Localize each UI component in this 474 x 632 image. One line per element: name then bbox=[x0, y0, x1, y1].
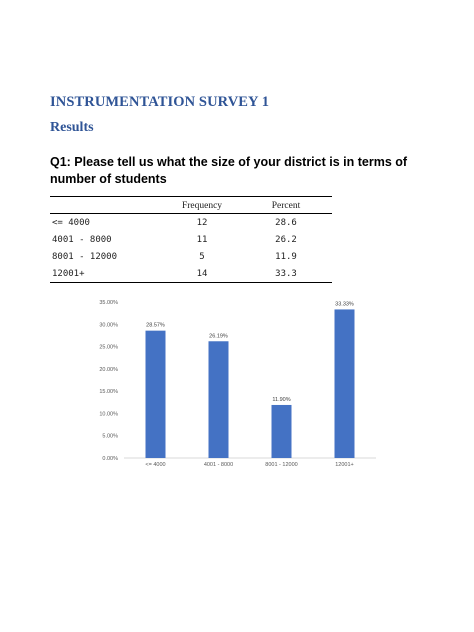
bar bbox=[334, 309, 355, 458]
frequency-table: Frequency Percent <= 4000 12 28.6 4001 -… bbox=[50, 196, 332, 283]
table-cell-frequency: 14 bbox=[196, 269, 208, 279]
table-cell-percent: 28.6 bbox=[275, 218, 297, 228]
y-tick-label: 5.00% bbox=[102, 434, 118, 440]
table-header-percent: Percent bbox=[271, 201, 301, 211]
document-title: INSTRUMENTATION SURVEY 1 bbox=[50, 94, 270, 110]
x-tick-label: <= 4000 bbox=[145, 462, 165, 468]
y-tick-label: 10.00% bbox=[99, 411, 118, 417]
table-row: 8001 - 12000 5 11.9 bbox=[50, 248, 332, 265]
x-tick-label: 4001 - 8000 bbox=[204, 462, 233, 468]
bar-chart: 0.00% 5.00% 10.00% 15.00% 20.00% 25.00% 30.00%… bbox=[99, 300, 376, 468]
table-cell-category: 4001 - 8000 bbox=[52, 235, 112, 245]
data-label: 11.90% bbox=[272, 397, 290, 403]
table-header-row: Frequency Percent bbox=[50, 197, 332, 214]
bar bbox=[145, 330, 166, 458]
x-tick-label: 8001 - 12000 bbox=[265, 462, 297, 468]
table-cell-frequency: 11 bbox=[196, 235, 208, 245]
table-cell-frequency: 12 bbox=[196, 218, 208, 228]
data-label: 28.57% bbox=[146, 323, 165, 329]
y-tick-label: 25.00% bbox=[99, 345, 118, 351]
section-heading: Results bbox=[50, 120, 94, 135]
y-tick-label: 20.00% bbox=[99, 367, 118, 373]
x-tick-label: 12001+ bbox=[335, 462, 354, 468]
table-cell-category: 12001+ bbox=[52, 269, 85, 279]
table-cell-percent: 33.3 bbox=[275, 269, 297, 279]
data-label: 33.33% bbox=[335, 301, 354, 307]
table-header-frequency: Frequency bbox=[181, 201, 223, 211]
bar bbox=[208, 341, 229, 458]
y-tick-label: 0.00% bbox=[102, 456, 118, 462]
table-cell-frequency: 5 bbox=[199, 252, 205, 262]
bar bbox=[271, 404, 292, 458]
table-row: 4001 - 8000 11 26.2 bbox=[50, 231, 332, 248]
y-tick-label: 15.00% bbox=[99, 389, 118, 395]
question-text: Q1: Please tell us what the size of your… bbox=[50, 155, 408, 186]
table-cell-percent: 26.2 bbox=[275, 235, 297, 245]
table-cell-category: <= 4000 bbox=[52, 218, 90, 228]
table-row: 12001+ 14 33.3 bbox=[50, 265, 332, 282]
table-row: <= 4000 12 28.6 bbox=[50, 214, 332, 231]
table-cell-percent: 11.9 bbox=[275, 252, 297, 262]
y-tick-label: 35.00% bbox=[99, 300, 118, 306]
y-tick-label: 30.00% bbox=[99, 322, 118, 328]
data-label: 26.19% bbox=[209, 333, 228, 339]
table-cell-category: 8001 - 12000 bbox=[52, 252, 118, 262]
